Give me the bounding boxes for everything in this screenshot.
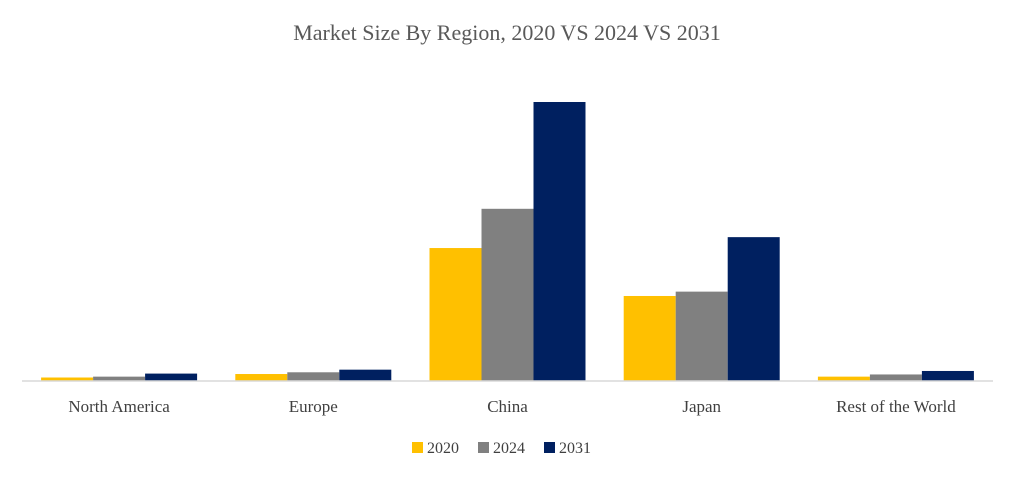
category-label-north-america: North America [68, 397, 170, 416]
bar-japan-2031 [727, 237, 780, 381]
category-label-china: China [487, 397, 528, 416]
legend-swatch-2024 [478, 442, 489, 453]
bar-japan-2020 [623, 295, 676, 381]
bar-rest-of-the-world-2024 [869, 374, 922, 381]
legend-label-2031: 2031 [559, 440, 591, 457]
legend-label-2020: 2020 [427, 440, 459, 457]
bar-north-america-2024 [93, 376, 146, 381]
legend: 2020 2024 2031 [412, 440, 591, 457]
bar-china-2024 [481, 208, 534, 381]
category-label-europe: Europe [289, 397, 338, 416]
bar-europe-2024 [287, 372, 340, 381]
bar-rest-of-the-world-2031 [921, 370, 974, 381]
legend-swatch-2031 [544, 442, 555, 453]
bar-japan-2024 [675, 291, 728, 381]
bar-china-2031 [533, 102, 586, 381]
category-label-japan: Japan [682, 397, 721, 416]
bar-north-america-2020 [41, 377, 94, 381]
category-label-rest-of-the-world: Rest of the World [836, 397, 956, 416]
bar-europe-2020 [235, 374, 288, 381]
chart-title: Market Size By Region, 2020 VS 2024 VS 2… [293, 20, 721, 45]
bar-rest-of-the-world-2020 [817, 376, 870, 381]
bars-group [41, 102, 974, 381]
legend-label-2024: 2024 [493, 440, 525, 457]
bar-china-2020 [429, 248, 482, 381]
category-labels: North America Europe China Japan Rest of the… [68, 397, 956, 416]
bar-north-america-2031 [145, 373, 198, 381]
bar-europe-2031 [339, 369, 392, 381]
legend-swatch-2020 [412, 442, 423, 453]
